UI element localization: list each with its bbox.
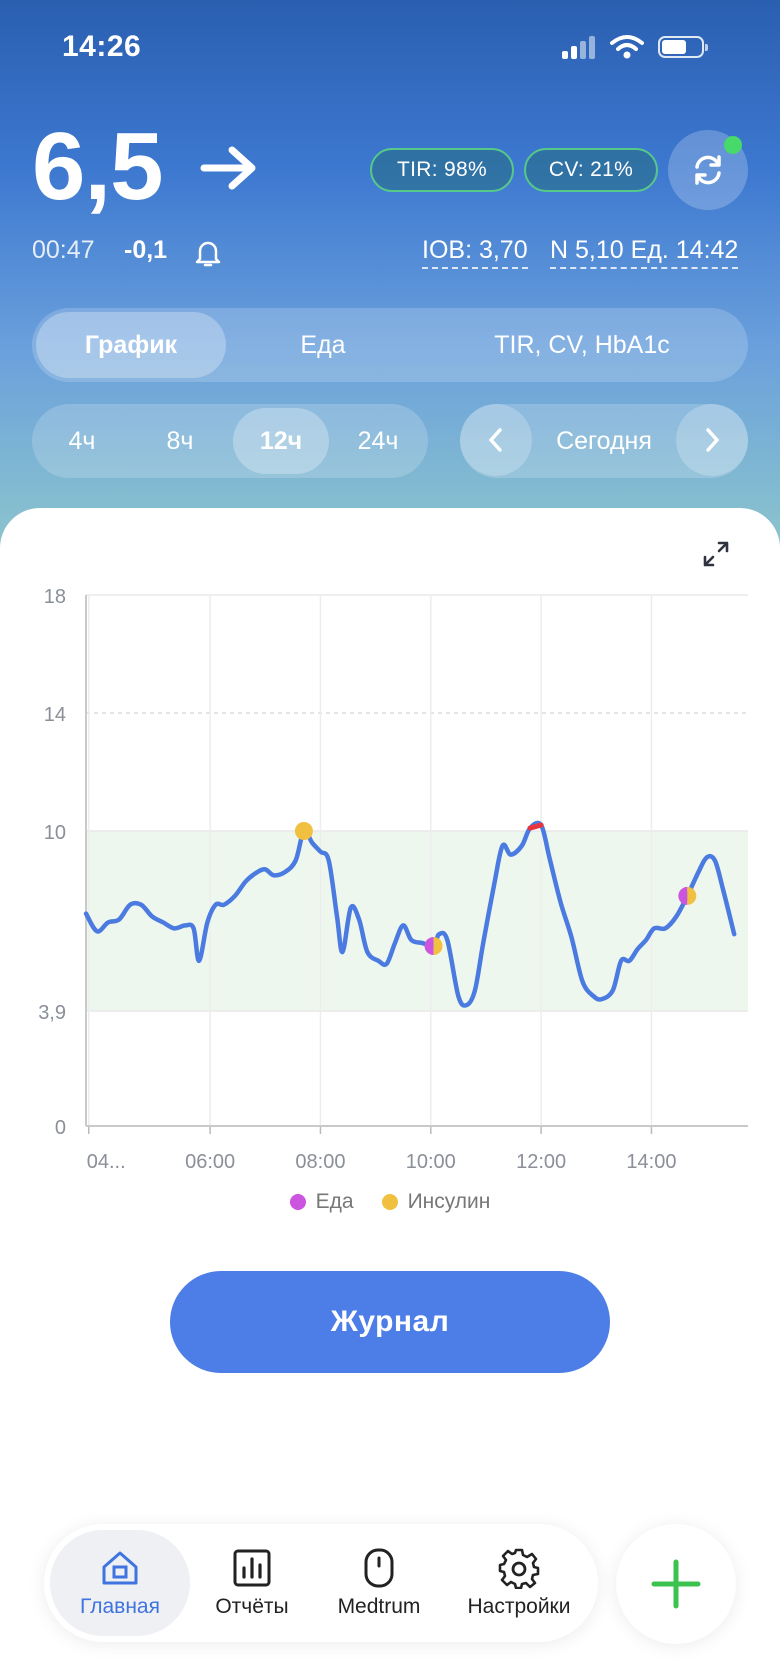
x-tick-label: 04...: [87, 1151, 126, 1170]
nav-settings-label: Настройки: [467, 1595, 571, 1618]
food-marker-half: [424, 937, 434, 956]
glucose-delta: -0,1: [124, 236, 168, 264]
legend-food-label: Еда: [315, 1190, 354, 1213]
tab-food[interactable]: Еда: [300, 330, 346, 359]
gear-icon: [498, 1548, 540, 1589]
battery-icon: [658, 36, 708, 58]
header-background: [0, 0, 780, 560]
chart-card: [0, 508, 780, 1665]
glucose-value: 6,5: [32, 113, 163, 220]
bottom-tab-bar: Главная Отчёты Medtrum Настройки: [44, 1524, 598, 1642]
expand-icon[interactable]: [700, 538, 732, 570]
high-glucose-segment: [527, 822, 544, 831]
range-24h[interactable]: 24ч: [357, 426, 399, 455]
x-tick-label: 10:00: [406, 1151, 456, 1170]
chart-legend: Еда Инсулин: [0, 1190, 780, 1214]
tir-badge[interactable]: TIR: 98%: [370, 148, 514, 192]
range-4h[interactable]: 4ч: [68, 426, 96, 455]
nav-reports[interactable]: Отчёты: [192, 1530, 312, 1636]
date-navigator: Сегодня: [460, 404, 748, 478]
connection-status-dot: [724, 136, 742, 154]
last-dose[interactable]: N 5,10 Ед. 14:42: [550, 236, 739, 269]
legend-insulin-dot: [381, 1194, 398, 1210]
insulin-marker-half: [433, 937, 443, 956]
range-selector: 4ч 8ч 12ч 24ч: [32, 404, 428, 478]
prev-day-button[interactable]: [460, 404, 532, 476]
nav-medtrum[interactable]: Medtrum: [314, 1530, 444, 1636]
legend-food: Еда: [289, 1190, 354, 1214]
device-icon: [364, 1548, 394, 1588]
sync-icon: [695, 155, 721, 185]
chevron-left-icon: [489, 428, 502, 452]
insulin-marker-half: [687, 886, 697, 905]
y-tick-label: 10: [44, 822, 66, 844]
food-insulin-marker: [678, 886, 697, 905]
chart-icon: [233, 1549, 271, 1587]
insulin-marker: [294, 822, 313, 840]
next-day-button[interactable]: [676, 404, 748, 476]
food-insulin-marker: [424, 937, 443, 956]
target-range-band: [86, 831, 748, 1011]
y-tick-label: 18: [44, 586, 66, 608]
tab-stats[interactable]: TIR, CV, HbA1c: [494, 330, 670, 359]
status-icons: [562, 34, 708, 60]
add-button[interactable]: [616, 1524, 736, 1644]
last-reading-time: 00:47: [32, 236, 95, 264]
status-bar: 14:26: [0, 0, 780, 100]
signal-icon: [562, 35, 596, 59]
chevron-right-icon: [706, 428, 719, 452]
bell-icon[interactable]: [194, 238, 222, 268]
journal-button[interactable]: Журнал: [170, 1271, 610, 1373]
x-tick-label: 14:00: [626, 1151, 676, 1170]
x-tick-label: 08:00: [295, 1151, 345, 1170]
nav-home[interactable]: Главная: [50, 1530, 190, 1636]
tab-graph[interactable]: График: [36, 312, 226, 378]
iob-value[interactable]: IOB: 3,70: [422, 236, 528, 269]
y-tick-label: 3,9: [38, 1002, 66, 1024]
arrow-right-icon: [200, 146, 256, 190]
plus-icon: [651, 1559, 701, 1609]
y-tick-label: 14: [44, 704, 66, 726]
nav-home-label: Главная: [80, 1595, 160, 1618]
x-tick-label: 12:00: [516, 1151, 566, 1170]
nav-settings[interactable]: Настройки: [444, 1530, 594, 1636]
x-tick-label: 06:00: [185, 1151, 235, 1170]
legend-food-dot: [289, 1194, 306, 1210]
date-label: Сегодня: [556, 426, 652, 455]
view-tabs: График Еда TIR, CV, HbA1c: [32, 308, 748, 382]
glucose-line: [83, 820, 737, 1008]
glucose-chart[interactable]: 18 14 10 3,9 0 04... 06:00 08:00 10:00 12:00 14:00: [0, 560, 780, 1170]
cv-badge[interactable]: CV: 21%: [524, 148, 658, 192]
nav-reports-label: Отчёты: [215, 1595, 289, 1618]
status-time: 14:26: [62, 30, 142, 63]
food-marker-half: [678, 886, 688, 905]
legend-insulin-label: Инсулин: [407, 1190, 491, 1213]
range-12h[interactable]: 12ч: [233, 408, 329, 474]
range-8h[interactable]: 8ч: [166, 426, 194, 455]
y-tick-label: 0: [55, 1117, 66, 1139]
legend-insulin: Инсулин: [381, 1190, 491, 1214]
wifi-icon: [610, 35, 644, 59]
home-icon: [102, 1551, 138, 1585]
nav-medtrum-label: Medtrum: [337, 1595, 421, 1618]
